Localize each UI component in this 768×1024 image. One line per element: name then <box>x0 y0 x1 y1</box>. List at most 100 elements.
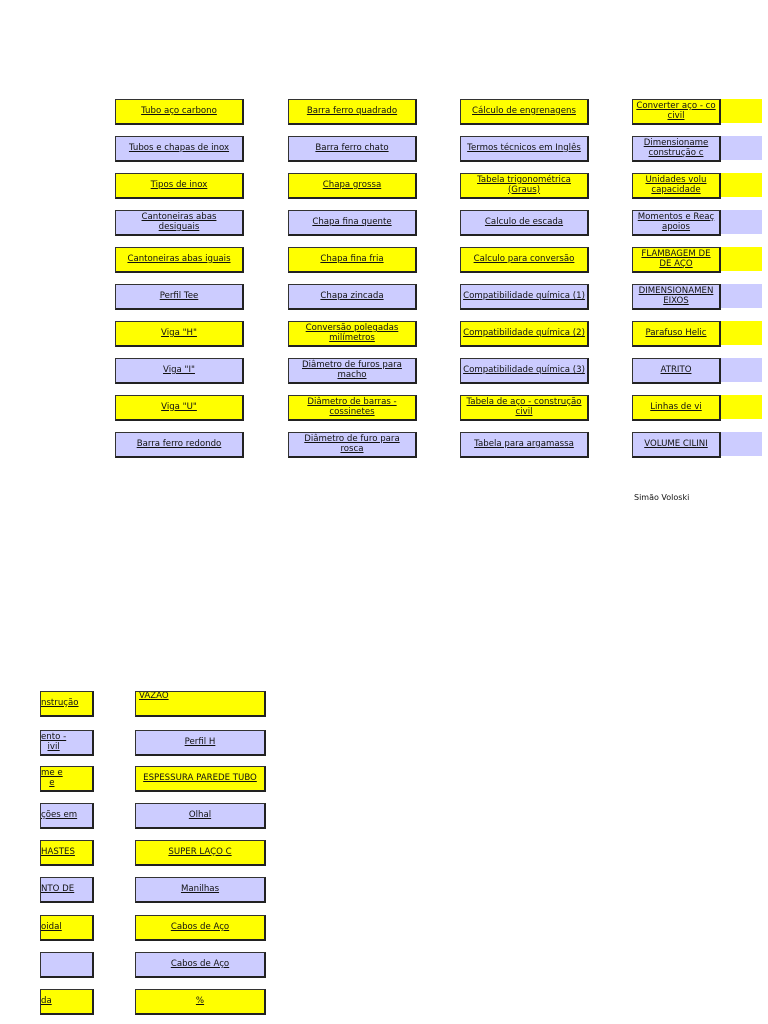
button-label: VAZÃO <box>139 691 169 701</box>
button-label: VOLUME CILINI <box>644 438 708 449</box>
macro-button-chapa-grossa[interactable]: Chapa grossa <box>288 173 417 199</box>
button-label: Converter aço - co civil <box>636 101 716 121</box>
button-label: Chapa zincada <box>320 290 384 301</box>
macro-button-momentos-e-reac-apoios[interactable]: Momentos e Reaç apoios <box>632 210 721 236</box>
button-label: SUPER LAÇO C <box>168 846 232 857</box>
macro-button-oidal[interactable]: oidal <box>40 915 94 941</box>
macro-button-chapa-fina-fria[interactable]: Chapa fina fria <box>288 247 417 273</box>
macro-button-olhal[interactable]: Olhal <box>135 803 266 829</box>
macro-button-barra-ferro-chato[interactable]: Barra ferro chato <box>288 136 417 162</box>
cell-fill-overflow <box>721 210 762 234</box>
macro-button-viga-i[interactable]: Viga "I" <box>115 358 244 384</box>
macro-button-conversao-polegadas-milimetros[interactable]: Conversão polegadas milímetros <box>288 321 417 347</box>
button-label: Tubos e chapas de inox <box>128 142 230 153</box>
macro-button-hastes[interactable]: HASTES <box>40 840 94 866</box>
macro-button-diametro-de-barras-cossinetes[interactable]: Diâmetro de barras - cossinetes <box>288 395 417 421</box>
button-label: Cabos de Aço <box>170 958 230 969</box>
cell-fill-overflow <box>721 136 762 160</box>
macro-button-tabela-de-aco-construcao-civil[interactable]: Tabela de aço - construção civil <box>460 395 589 421</box>
macro-button-blank[interactable] <box>40 952 94 978</box>
macro-button-cantoneiras-abas-iguais[interactable]: Cantoneiras abas iguais <box>115 247 244 273</box>
button-label: Viga "H" <box>161 327 197 338</box>
button-label: FLAMBAGEM DE DE AÇO <box>641 249 711 269</box>
button-label: Tubo aço carbono <box>141 105 217 116</box>
cell-fill-overflow <box>721 395 762 419</box>
button-label: Diâmetro de furo para rosca <box>304 434 400 454</box>
macro-button-converter-aco-co-civil[interactable]: Converter aço - co civil <box>632 99 721 125</box>
button-label: Cálculo de engrenagens <box>472 105 576 116</box>
button-label: Unidades volu capacidade <box>645 175 707 195</box>
macro-button-vazao[interactable]: VAZÃO <box>135 691 266 717</box>
macro-button-tubo-aco-carbono[interactable]: Tubo aço carbono <box>115 99 244 125</box>
button-label: Olhal <box>188 809 212 820</box>
button-label: Linhas de vi <box>650 401 702 412</box>
macro-button-chapa-zincada[interactable]: Chapa zincada <box>288 284 417 310</box>
macro-button-cantoneiras-abas-desiguais[interactable]: Cantoneiras abas desiguais <box>115 210 244 236</box>
button-label: ções em <box>41 809 78 820</box>
macro-button-compatibilidade-quimica-1[interactable]: Compatibilidade química (1) <box>460 284 589 310</box>
cell-fill-overflow <box>721 358 762 382</box>
button-label: Cantoneiras abas iguais <box>127 253 231 264</box>
button-label: ento - ivil <box>41 732 67 752</box>
macro-button-da[interactable]: da <box>40 989 94 1015</box>
macro-button-blank[interactable]: % <box>135 989 266 1015</box>
macro-button-cabos-de-aco[interactable]: Cabos de Aço <box>135 952 266 978</box>
macro-button-ento-ivil[interactable]: ento - ivil <box>40 730 94 756</box>
macro-button-flambagem-de-de-aco[interactable]: FLAMBAGEM DE DE AÇO <box>632 247 721 273</box>
macro-button-tabela-para-argamassa[interactable]: Tabela para argamassa <box>460 432 589 458</box>
button-label: da <box>41 995 52 1006</box>
macro-button-diametro-de-furo-para-rosca[interactable]: Diâmetro de furo para rosca <box>288 432 417 458</box>
macro-button-coes-em[interactable]: ções em <box>40 803 94 829</box>
button-label: nstrução <box>41 697 79 708</box>
cell-fill-overflow <box>721 284 762 308</box>
macro-button-barra-ferro-quadrado[interactable]: Barra ferro quadrado <box>288 99 417 125</box>
macro-button-viga-h[interactable]: Viga "H" <box>115 321 244 347</box>
macro-button-viga-u[interactable]: Viga "U" <box>115 395 244 421</box>
macro-button-compatibilidade-quimica-3[interactable]: Compatibilidade química (3) <box>460 358 589 384</box>
cell-fill-overflow <box>721 321 762 345</box>
macro-button-compatibilidade-quimica-2[interactable]: Compatibilidade química (2) <box>460 321 589 347</box>
macro-button-manilhas[interactable]: Manilhas <box>135 877 266 903</box>
button-label: Tabela trigonométrica (Graus) <box>477 175 571 195</box>
macro-button-nto-de[interactable]: NTO DE <box>40 877 94 903</box>
button-label: Conversão polegadas milímetros <box>305 323 399 343</box>
button-label: Termos técnicos em Inglês <box>467 142 581 153</box>
macro-button-calculo-de-engrenagens[interactable]: Cálculo de engrenagens <box>460 99 589 125</box>
button-label: Chapa fina quente <box>312 216 392 227</box>
button-label: Cabos de Aço <box>170 921 230 932</box>
macro-button-barra-ferro-redondo[interactable]: Barra ferro redondo <box>115 432 244 458</box>
button-label: Calculo de escada <box>484 216 564 227</box>
button-label: Momentos e Reaç apoios <box>637 212 715 232</box>
macro-button-dimensioname-construcao-c[interactable]: Dimensioname construção c <box>632 136 721 162</box>
button-label: Manilhas <box>180 883 220 894</box>
button-label: Dimensioname construção c <box>643 138 709 158</box>
macro-button-unidades-volu-capacidade[interactable]: Unidades volu capacidade <box>632 173 721 199</box>
macro-button-dimensionamen-eixos[interactable]: DIMENSIONAMEN EIXOS <box>632 284 721 310</box>
macro-button-chapa-fina-quente[interactable]: Chapa fina quente <box>288 210 417 236</box>
macro-button-perfil-tee[interactable]: Perfil Tee <box>115 284 244 310</box>
macro-button-super-laco-c[interactable]: SUPER LAÇO C <box>135 840 266 866</box>
button-label: Viga "U" <box>161 401 197 412</box>
macro-button-perfil-h[interactable]: Perfil H <box>135 730 266 756</box>
macro-button-atrito[interactable]: ATRITO <box>632 358 721 384</box>
macro-button-tubos-e-chapas-de-inox[interactable]: Tubos e chapas de inox <box>115 136 244 162</box>
macro-button-tipos-de-inox[interactable]: Tipos de inox <box>115 173 244 199</box>
button-label: HASTES <box>41 846 75 857</box>
macro-button-linhas-de-vi[interactable]: Linhas de vi <box>632 395 721 421</box>
macro-button-me-e-e[interactable]: me e e <box>40 766 94 792</box>
button-label: Tipos de inox <box>150 179 208 190</box>
macro-button-tabela-trigonometrica-graus[interactable]: Tabela trigonométrica (Graus) <box>460 173 589 199</box>
macro-button-calculo-para-conversao[interactable]: Calculo para conversão <box>460 247 589 273</box>
button-label: ATRITO <box>660 364 692 375</box>
button-label: me e e <box>41 768 63 788</box>
button-label: Chapa grossa <box>322 179 382 190</box>
macro-button-diametro-de-furos-para-macho[interactable]: Diâmetro de furos para macho <box>288 358 417 384</box>
macro-button-espessura-parede-tubo[interactable]: ESPESSURA PAREDE TUBO <box>135 766 266 792</box>
macro-button-termos-tecnicos-em-ingles[interactable]: Termos técnicos em Inglês <box>460 136 589 162</box>
macro-button-volume-cilini[interactable]: VOLUME CILINI <box>632 432 721 458</box>
macro-button-cabos-de-aco[interactable]: Cabos de Aço <box>135 915 266 941</box>
macro-button-parafuso-helic[interactable]: Parafuso Helic <box>632 321 721 347</box>
macro-button-nstrucao[interactable]: nstrução <box>40 691 94 717</box>
macro-button-calculo-de-escada[interactable]: Calculo de escada <box>460 210 589 236</box>
button-label: Tabela de aço - construção civil <box>466 397 582 417</box>
